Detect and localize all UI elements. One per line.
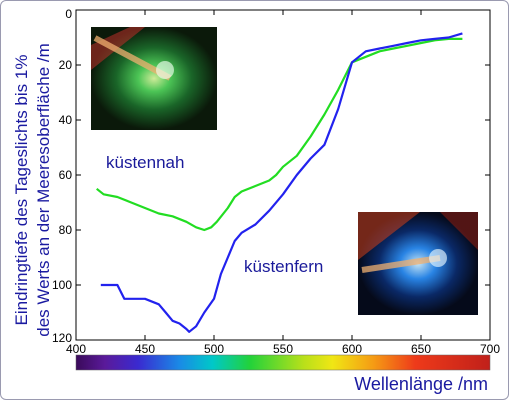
y-tick-label: 100 — [52, 278, 72, 292]
y-tick-label: 80 — [59, 223, 73, 237]
series-line-kuestenfern — [100, 32, 463, 333]
photo-coastal — [91, 27, 217, 130]
x-axis-label: Wellenlänge /nm — [354, 374, 488, 394]
y-tick-label: 40 — [59, 113, 73, 127]
y-axis-ticks: 0 20 40 60 80 100 120 — [52, 7, 490, 345]
x-axis-ticks: 400 450 500 550 600 650 700 — [66, 10, 500, 356]
series-line-kuestennah — [96, 37, 463, 232]
y-tick-label: 0 — [65, 7, 72, 21]
y-axis-label-line2: des Werts an der Meeresoberfläche /m — [34, 43, 53, 337]
x-tick-label: 550 — [273, 342, 293, 356]
series-label-kuestenfern: küstenfern — [244, 257, 323, 276]
series-label-kuestennah: küstennah — [106, 153, 184, 172]
x-tick-label: 450 — [135, 342, 155, 356]
x-tick-label: 700 — [480, 342, 500, 356]
y-tick-label: 20 — [59, 58, 73, 72]
y-tick-label: 60 — [59, 168, 73, 182]
spectrum-colorbar — [75, 354, 491, 371]
x-tick-label: 600 — [342, 342, 362, 356]
photo-offshore — [358, 212, 478, 315]
y-tick-label: 120 — [52, 331, 72, 345]
x-tick-label: 400 — [66, 342, 86, 356]
x-tick-label: 500 — [204, 342, 224, 356]
y-axis-label-line1: Eindringtiefe des Tageslichts bis 1% — [12, 55, 31, 326]
x-tick-label: 650 — [411, 342, 431, 356]
